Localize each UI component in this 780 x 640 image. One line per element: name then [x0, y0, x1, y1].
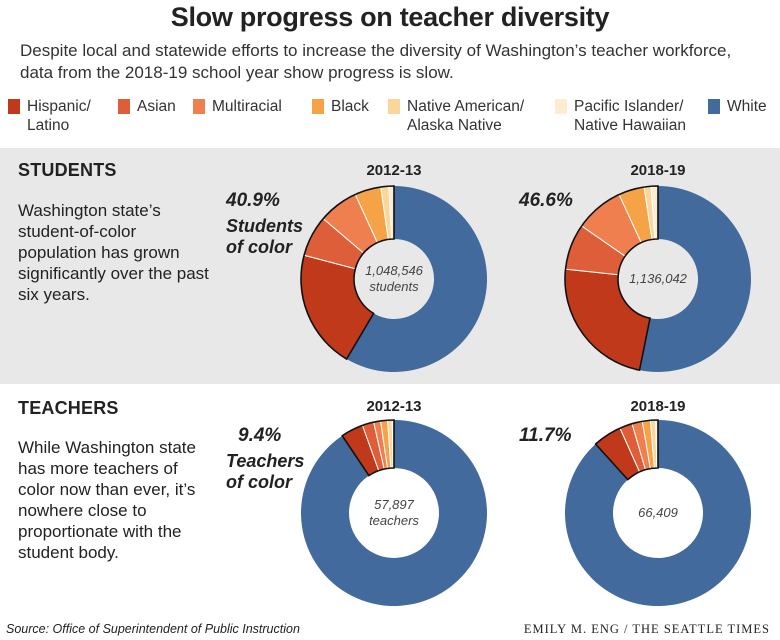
legend-label: Native American/ Alaska Native: [407, 98, 525, 134]
legend-swatch: [193, 99, 205, 114]
legend-item-pacific-islander: Pacific Islander/ Native Hawaiian: [555, 97, 686, 135]
students-description: Washington state’s student-of-color popu…: [18, 201, 209, 304]
legend-swatch: [8, 99, 20, 114]
chart-subtitle: Despite local and statewide efforts to i…: [20, 41, 732, 82]
legend-item-multiracial: Multiracial: [193, 97, 282, 116]
legend-item-black: Black: [312, 97, 369, 116]
donut-center-text: 1,048,546: [365, 263, 424, 278]
of-color-outline: [300, 185, 395, 361]
donut-center-text: teachers: [369, 513, 419, 528]
of-color-percent: 46.6%: [519, 190, 573, 211]
legend-label: Hispanic/ Latino: [27, 98, 91, 134]
legend-label: Pacific Islander/ Native Hawaiian: [574, 98, 686, 134]
of-color-percent: 9.4%: [238, 425, 282, 446]
legend-swatch: [312, 99, 324, 114]
slice-white: [565, 420, 751, 606]
students-heading: STUDENTS: [18, 160, 117, 180]
of-color-outline: [341, 419, 395, 477]
year-label: 2018-19: [630, 162, 686, 179]
of-color-outline: [564, 185, 659, 372]
donut-center-text: 57,897: [374, 497, 415, 512]
legend-swatch: [118, 99, 130, 114]
chart-title: Slow progress on teacher diversity: [170, 2, 610, 32]
teachers-description: While Washington state has more teachers…: [18, 438, 196, 562]
legend-label: Black: [331, 98, 369, 115]
donut-center-text: 1,136,042: [629, 271, 688, 286]
slice-white: [346, 186, 487, 372]
year-label: 2012-13: [366, 398, 422, 415]
of-color-label: Students of color: [226, 216, 304, 257]
of-color-percent: 11.7%: [519, 425, 572, 446]
slice-white: [300, 420, 487, 606]
legend: Hispanic/ Latino Asian Multiracial Black…: [0, 97, 780, 137]
teachers-heading: TEACHERS: [18, 398, 119, 418]
donut-center-text: 66,409: [638, 505, 678, 520]
year-label: 2018-19: [630, 398, 686, 415]
credit-line: EMILY M. ENG / THE SEATTLE TIMES: [523, 622, 770, 636]
year-label: 2012-13: [366, 162, 422, 179]
of-color-outline: [594, 419, 659, 481]
legend-item-asian: Asian: [118, 97, 176, 116]
donut-center-text: students: [369, 279, 419, 294]
legend-swatch: [555, 99, 567, 114]
legend-swatch: [708, 99, 720, 114]
legend-swatch: [388, 99, 400, 114]
source-note: Source: Office of Superintendent of Publ…: [6, 622, 300, 636]
legend-label: Multiracial: [212, 98, 282, 115]
slice-white: [639, 186, 752, 372]
of-color-percent: 40.9%: [226, 190, 280, 211]
legend-label: White: [727, 98, 767, 115]
of-color-label: Teachers of color: [226, 451, 305, 492]
legend-item-white: White: [708, 97, 767, 116]
legend-item-native-american: Native American/ Alaska Native: [388, 97, 524, 135]
legend-label: Asian: [137, 98, 176, 115]
legend-item-hispanic: Hispanic/ Latino: [8, 97, 91, 135]
